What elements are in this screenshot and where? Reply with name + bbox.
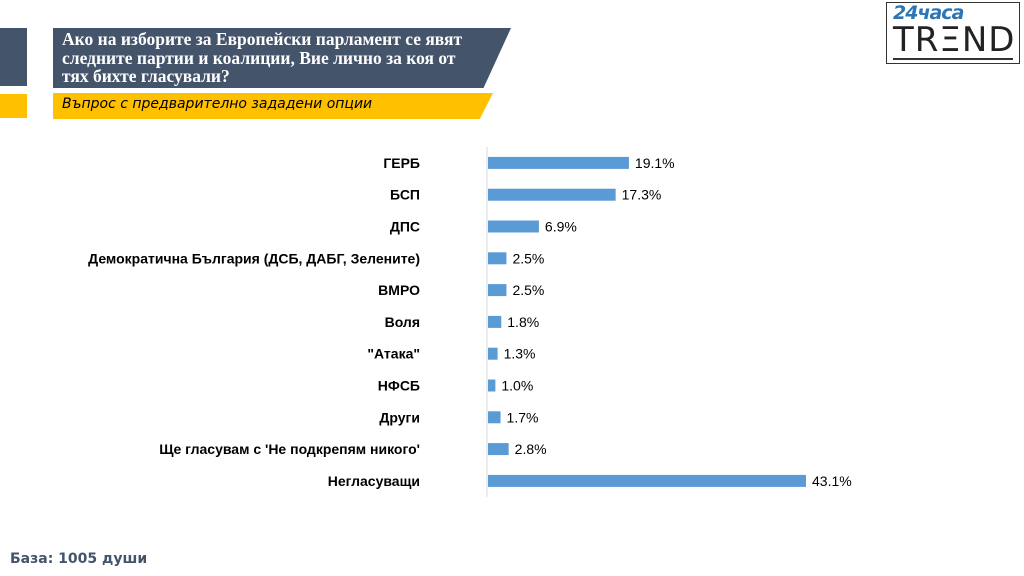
logo-underline bbox=[893, 58, 1013, 60]
subtitle-banner bbox=[53, 93, 493, 119]
bar bbox=[488, 188, 616, 201]
base-note: База: 1005 души bbox=[10, 551, 148, 567]
category-label: БСП bbox=[390, 187, 420, 203]
data-label: 1.0% bbox=[501, 378, 533, 394]
category-label: Негласуващи bbox=[328, 473, 420, 489]
category-label: ГЕРБ bbox=[383, 155, 420, 171]
category-label: "Атака" bbox=[367, 346, 420, 362]
logo-top-text: 24часа bbox=[893, 2, 964, 24]
category-label: Воля bbox=[385, 314, 420, 330]
data-label: 1.3% bbox=[504, 346, 536, 362]
category-label: Ще гласувам с 'Не подкрепям никого' bbox=[159, 441, 420, 457]
data-label: 17.3% bbox=[622, 187, 662, 203]
bar bbox=[488, 443, 509, 456]
data-label: 19.1% bbox=[635, 155, 675, 171]
bar bbox=[488, 347, 498, 360]
bar bbox=[488, 284, 507, 297]
bar bbox=[488, 156, 629, 169]
data-label: 2.5% bbox=[512, 250, 544, 266]
title-banner bbox=[53, 28, 511, 88]
bar bbox=[488, 474, 806, 487]
data-label: 43.1% bbox=[812, 473, 852, 489]
bar bbox=[488, 379, 496, 392]
logo-main-text: TRΞND bbox=[893, 20, 1016, 60]
category-label: Демократична България (ДСБ, ДАБГ, Зелени… bbox=[88, 250, 420, 266]
data-label: 2.5% bbox=[512, 282, 544, 298]
chart-subtitle: Въпрос с предварително зададени опции bbox=[62, 96, 373, 112]
data-label: 1.8% bbox=[507, 314, 539, 330]
left-accent-dark bbox=[0, 28, 27, 86]
data-label: 6.9% bbox=[545, 219, 577, 235]
category-label: Други bbox=[379, 409, 420, 425]
trend-logo: 24часа TRΞND bbox=[886, 2, 1020, 64]
data-label: 2.8% bbox=[515, 441, 547, 457]
category-label: ВМРО bbox=[378, 282, 420, 298]
left-accent-yellow bbox=[0, 94, 27, 118]
bar bbox=[488, 411, 501, 424]
bar bbox=[488, 315, 502, 328]
bar bbox=[488, 220, 539, 233]
category-label: ДПС bbox=[390, 219, 420, 235]
data-label: 1.7% bbox=[507, 409, 539, 425]
bar bbox=[488, 252, 507, 265]
chart-title: Ако на изборите за Европейски парламент … bbox=[62, 29, 463, 86]
category-label: НФСБ bbox=[378, 378, 420, 394]
